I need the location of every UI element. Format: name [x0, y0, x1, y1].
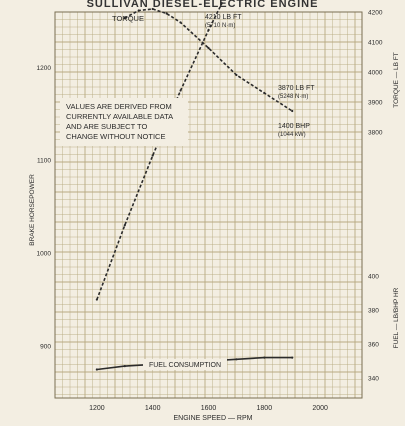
plot-frame — [54, 11, 363, 399]
notice-line-1: VALUES ARE DERIVED FROM — [66, 102, 172, 111]
x-tick-label: 1600 — [201, 405, 217, 412]
right-axis-label-torque: TORQUE — LB FT — [393, 52, 400, 108]
annotation-sublabel: (1044 kW) — [278, 132, 306, 138]
x-tick-label: 2000 — [312, 405, 328, 412]
data-point-torque — [151, 7, 154, 11]
hp-tick-label: 1000 — [37, 251, 52, 258]
annotation-label: FUEL CONSUMPTION — [149, 362, 221, 369]
notice-line-2: CURRENTLY AVAILABLE DATA — [66, 112, 173, 121]
series-lines — [95, 0, 294, 371]
notice-line-3: AND ARE SUBJECT TO — [66, 122, 147, 131]
torque-tick-label: 3800 — [368, 130, 383, 137]
torque-tick-label: 4100 — [368, 40, 383, 47]
data-point-hp — [179, 89, 182, 92]
annotation-label: TORQUE — [112, 14, 144, 23]
notice-box: VALUES ARE DERIVED FROM CURRENTLY AVAILA… — [60, 98, 188, 146]
data-point-torque — [123, 16, 126, 20]
x-axis-label: ENGINE SPEED — RPM — [174, 415, 253, 422]
x-tick-label: 1800 — [257, 405, 273, 412]
right-axis-label-fuel: FUEL — LB/BHP HR — [393, 287, 400, 348]
data-point-hp — [207, 29, 210, 32]
x-tick-label: 1400 — [145, 405, 161, 412]
torque-tick-label: 4200 — [368, 10, 383, 17]
left-axis-label: BRAKE HORSEPOWER — [29, 174, 36, 246]
grid — [54, 11, 363, 399]
data-point-fuel — [95, 368, 98, 371]
fuel-tick-label: 380 — [368, 308, 379, 315]
data-point-hp — [123, 224, 126, 227]
series-line-hp — [96, 0, 225, 300]
data-point-hp — [151, 154, 154, 157]
annotation-bg — [143, 359, 227, 370]
fuel-tick-label: 360 — [368, 342, 379, 349]
header-text: SULLIVAN DIESEL-ELECTRIC ENGINE — [86, 0, 319, 8]
data-point-fuel — [263, 356, 266, 359]
fuel-tick-label: 400 — [368, 274, 379, 281]
data-point-fuel — [123, 365, 126, 368]
annotation-label: 3870 LB FT — [278, 85, 315, 92]
x-tick-label: 1200 — [89, 405, 105, 412]
fuel-tick-label: 340 — [368, 376, 379, 383]
torque-tick-label: 4000 — [368, 70, 383, 77]
hp-tick-label: 900 — [40, 344, 51, 351]
annotation-label: 1400 BHP — [278, 123, 310, 130]
data-point-torque — [137, 9, 140, 12]
hp-tick-label: 1200 — [37, 65, 52, 72]
torque-tick-label: 3900 — [368, 100, 383, 107]
data-point-torque — [235, 73, 238, 77]
data-point-fuel — [235, 358, 238, 361]
hp-tick-label: 1100 — [37, 158, 51, 165]
data-point-torque — [165, 12, 168, 15]
data-point-hp — [95, 298, 98, 301]
data-point-torque — [207, 46, 210, 50]
data-point-torque — [179, 21, 182, 24]
annotation-label: 4210 LB FT — [205, 14, 242, 21]
data-point-torque — [291, 109, 294, 113]
annotations: TORQUE 4210 LB FT (5710 N·m) 3870 LB FT (524… — [112, 14, 315, 370]
annotation-sublabel: (5248 N·m) — [278, 94, 308, 100]
annotation-sublabel: (5710 N·m) — [205, 23, 235, 29]
data-point-torque — [263, 91, 266, 95]
tick-labels: 1200140016001800200090010001100120013001… — [37, 10, 383, 413]
data-point-fuel — [291, 356, 294, 359]
notice-line-4: CHANGE WITHOUT NOTICE — [66, 132, 165, 141]
